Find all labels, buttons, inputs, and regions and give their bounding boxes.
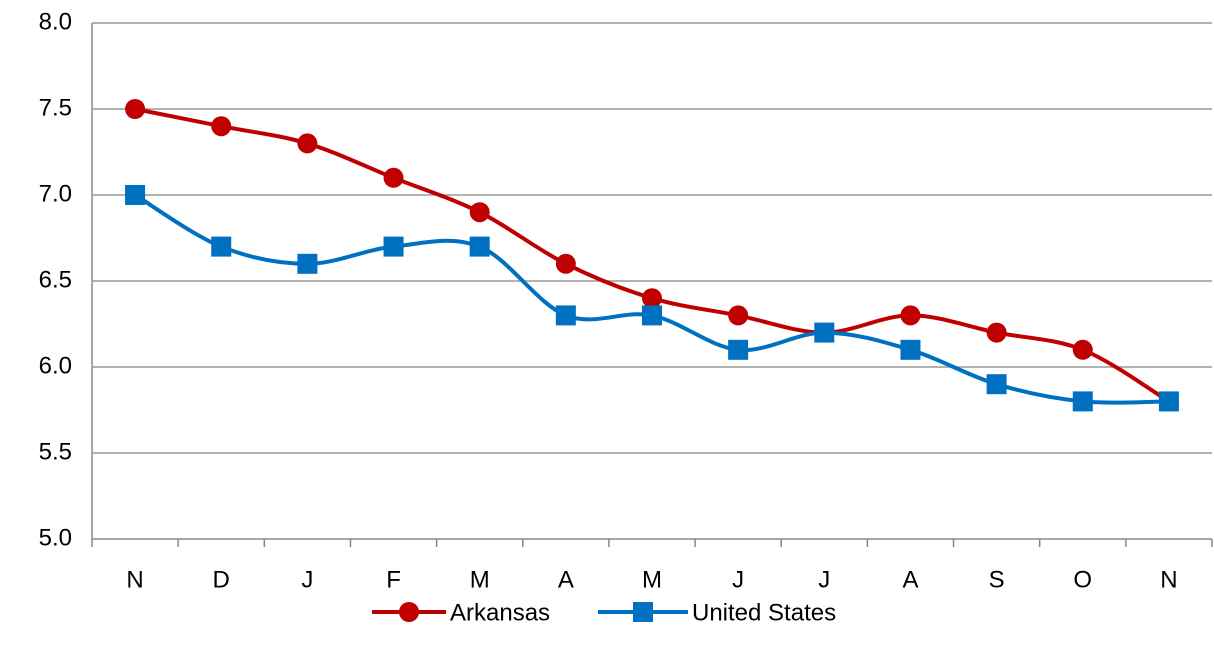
data-point: [642, 305, 662, 326]
y-tick-label: 7.0: [39, 180, 72, 207]
x-tick-label: J: [732, 566, 744, 593]
data-point: [814, 322, 835, 343]
x-tick-label: N: [1160, 566, 1177, 593]
y-tick-label: 5.0: [39, 524, 72, 551]
data-point: [297, 253, 318, 274]
x-tick-label: D: [213, 566, 230, 593]
x-tick-label: A: [902, 566, 918, 593]
x-tick-label: F: [386, 566, 401, 593]
legend-label: Arkansas: [450, 599, 550, 626]
y-tick-label: 7.5: [39, 94, 72, 121]
data-point: [125, 99, 146, 119]
x-tick-label: M: [470, 566, 490, 593]
data-point: [986, 374, 1007, 395]
y-tick-label: 8.0: [39, 8, 72, 35]
x-tick-label: O: [1073, 566, 1092, 593]
data-point: [986, 322, 1007, 343]
legend-marker: [399, 602, 419, 622]
data-point: [728, 305, 749, 326]
x-tick-label: S: [989, 566, 1005, 593]
data-point: [469, 202, 490, 223]
data-point: [555, 305, 576, 326]
data-point: [383, 167, 404, 188]
data-point: [900, 339, 921, 360]
data-point: [383, 236, 404, 257]
data-point: [211, 236, 232, 257]
data-point: [469, 236, 490, 257]
data-point: [1072, 339, 1093, 360]
x-tick-label: J: [301, 566, 313, 593]
data-point: [642, 288, 662, 309]
legend-label: United States: [692, 599, 836, 626]
data-point: [1158, 391, 1179, 412]
data-point: [125, 185, 146, 205]
x-tick-label: M: [642, 566, 662, 593]
data-point: [728, 339, 749, 360]
x-tick-label: A: [558, 566, 574, 593]
data-point: [297, 133, 318, 154]
data-point: [211, 116, 232, 137]
x-tick-label: N: [126, 566, 143, 593]
y-tick-label: 6.0: [39, 352, 72, 379]
legend-marker: [633, 602, 653, 622]
data-point: [555, 253, 576, 274]
x-tick-label: J: [818, 566, 830, 593]
y-tick-label: 6.5: [39, 266, 72, 293]
y-tick-label: 5.5: [39, 438, 72, 465]
data-point: [1072, 391, 1093, 412]
data-point: [900, 305, 921, 326]
series-line: [134, 107, 1170, 404]
